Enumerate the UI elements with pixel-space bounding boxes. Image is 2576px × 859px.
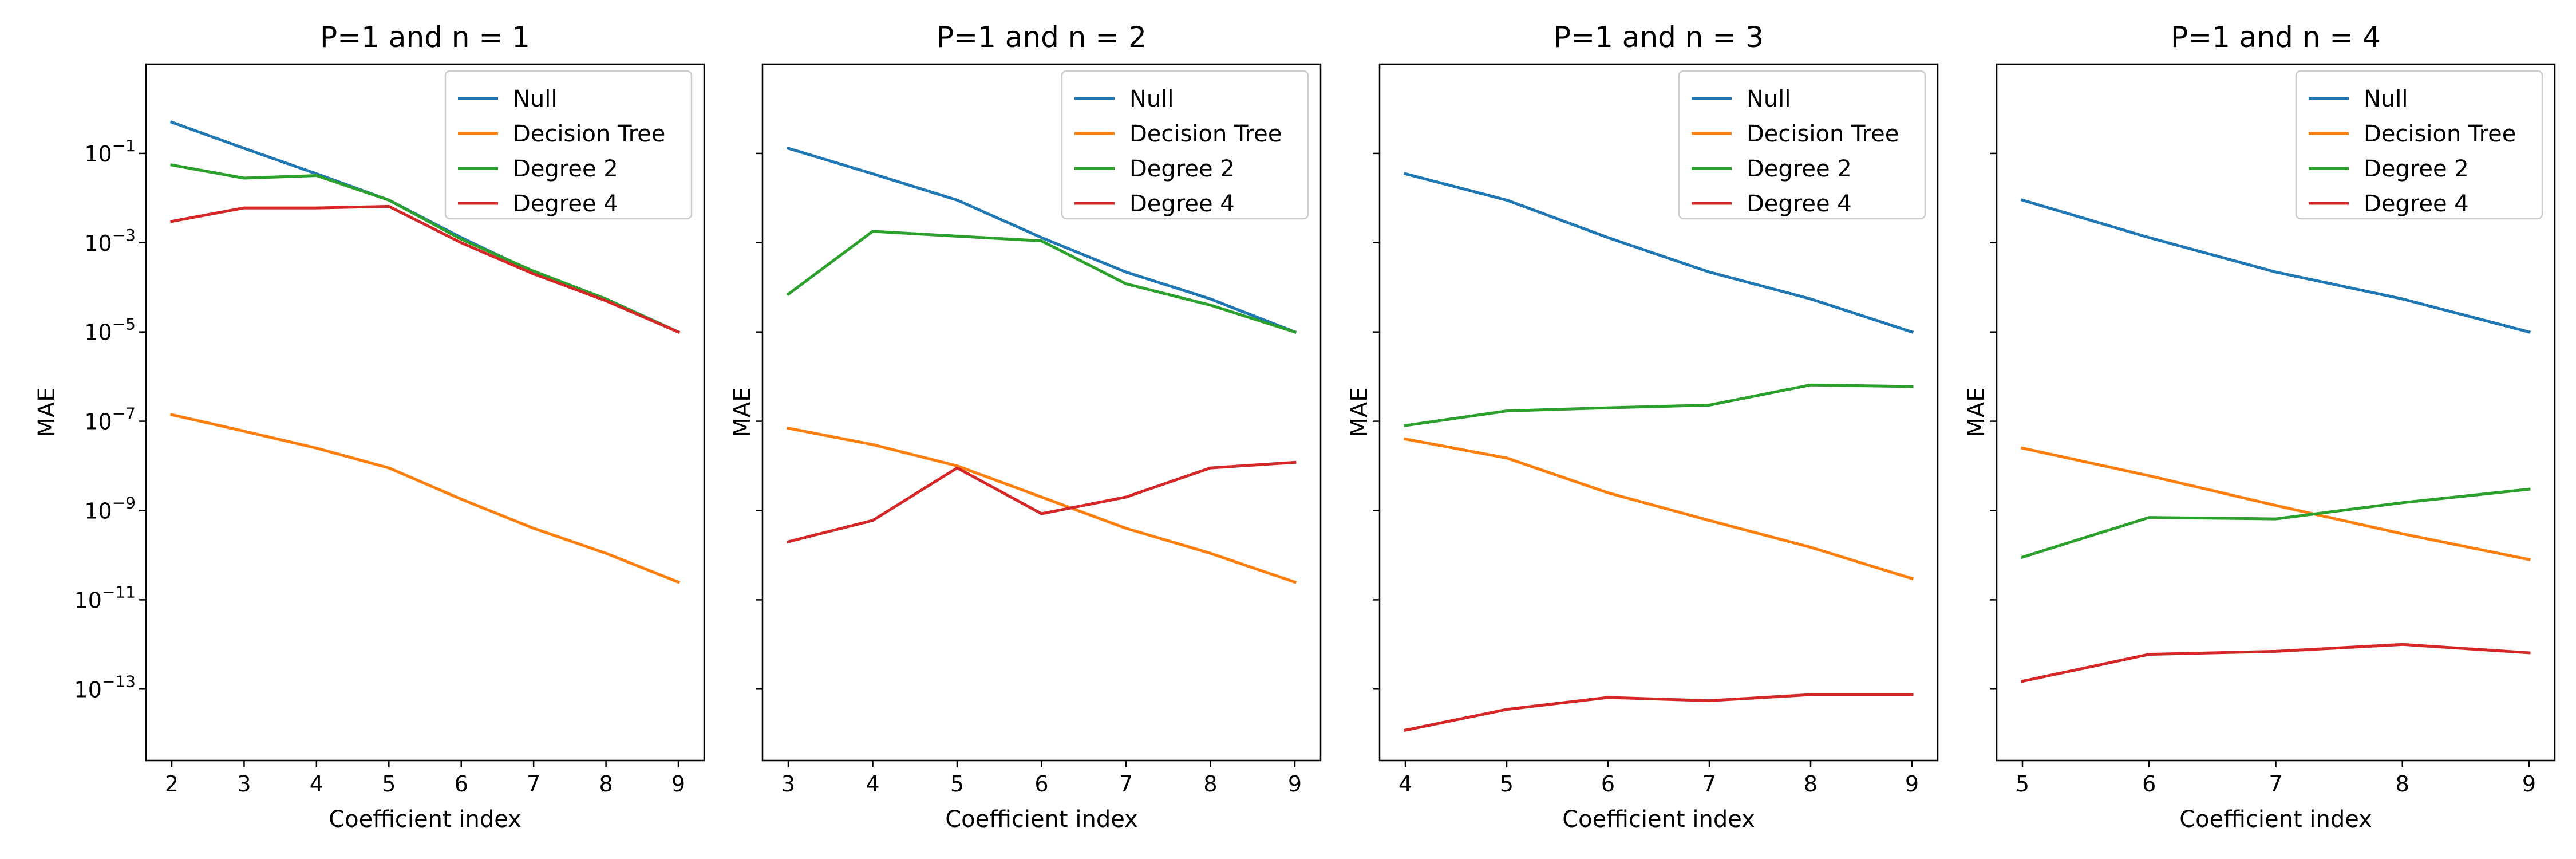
x-axis-label-4: Coefficient index xyxy=(2179,806,2372,833)
legend-label-2-3: Degree 4 xyxy=(1129,191,1235,217)
series-line-3-null xyxy=(1403,172,1914,334)
x-tick-label-1-4: 4 xyxy=(310,771,323,797)
series-line-4-degree-4 xyxy=(2021,643,2531,683)
legend-label-3-0: Null xyxy=(1747,86,1791,112)
series-line-2-degree-4 xyxy=(786,460,1297,544)
legend-label-4-1: Decision Tree xyxy=(2364,121,2516,147)
legend-box-2 xyxy=(1061,70,1309,220)
x-axis-label-3: Coefficient index xyxy=(1562,806,1755,833)
series-line-1-decision-tree xyxy=(170,413,681,584)
x-tick-label-2-3: 3 xyxy=(781,771,795,797)
panel-title-3: P=1 and n = 3 xyxy=(1554,21,1764,54)
series-line-1-degree-4 xyxy=(170,204,681,334)
y-axis-label-4: MAE xyxy=(1963,387,1990,437)
x-tick-label-3-7: 7 xyxy=(1702,771,1716,797)
y-tick-label--5: 10−5 xyxy=(84,315,136,345)
y-tick-label--1: 10−1 xyxy=(84,136,136,167)
legend-label-3-3: Degree 4 xyxy=(1747,191,1852,217)
x-tick-label-3-4: 4 xyxy=(1398,771,1412,797)
x-tick-label-4-9: 9 xyxy=(2522,771,2536,797)
legend-label-4-3: Degree 4 xyxy=(2364,191,2469,217)
x-tick-label-1-5: 5 xyxy=(382,771,396,797)
y-tick-label--9: 10−9 xyxy=(84,493,136,523)
x-tick-label-2-4: 4 xyxy=(866,771,879,797)
x-tick-label-4-7: 7 xyxy=(2269,771,2282,797)
x-tick-label-3-6: 6 xyxy=(1601,771,1615,797)
x-tick-label-2-8: 8 xyxy=(1203,771,1217,797)
series-line-2-degree-2 xyxy=(786,230,1297,334)
series-line-2-null xyxy=(786,146,1297,334)
x-tick-label-4-8: 8 xyxy=(2396,771,2409,797)
x-tick-label-1-3: 3 xyxy=(237,771,251,797)
x-tick-label-2-9: 9 xyxy=(1288,771,1302,797)
axes-frame-1 xyxy=(145,63,705,762)
legend-box-3 xyxy=(1678,70,1926,220)
series-line-4-degree-2 xyxy=(2020,487,2531,559)
x-tick-label-1-9: 9 xyxy=(671,771,685,797)
x-tick-label-4-6: 6 xyxy=(2142,771,2156,797)
panel-title-1: P=1 and n = 1 xyxy=(320,21,530,54)
series-line-2-decision-tree xyxy=(787,426,1297,584)
y-tick-label--11: 10−11 xyxy=(74,582,136,613)
legend-label-4-0: Null xyxy=(2364,86,2408,112)
y-axis-label-3: MAE xyxy=(1346,387,1373,437)
legend-label-1-1: Decision Tree xyxy=(513,121,665,147)
series-line-4-null xyxy=(2020,198,2531,334)
y-axis-label-2: MAE xyxy=(729,387,756,437)
x-tick-label-2-6: 6 xyxy=(1034,771,1048,797)
x-axis-label-2: Coefficient index xyxy=(945,806,1138,833)
legend-label-1-0: Null xyxy=(513,86,558,112)
x-tick-label-1-7: 7 xyxy=(527,771,540,797)
x-tick-label-1-6: 6 xyxy=(455,771,468,797)
x-tick-label-2-7: 7 xyxy=(1119,771,1133,797)
axes-frame-3 xyxy=(1378,63,1939,762)
y-axis-label-1: MAE xyxy=(34,387,60,437)
y-tick-label--3: 10−3 xyxy=(84,226,136,256)
x-tick-label-3-8: 8 xyxy=(1804,771,1818,797)
panel-title-2: P=1 and n = 2 xyxy=(937,21,1147,54)
series-line-3-decision-tree xyxy=(1404,437,1914,581)
legend-box-1 xyxy=(444,70,693,220)
x-tick-label-1-2: 2 xyxy=(165,771,179,797)
x-tick-label-3-9: 9 xyxy=(1905,771,1919,797)
y-tick-label--13: 10−13 xyxy=(74,672,136,702)
legend-label-1-2: Degree 2 xyxy=(513,156,618,182)
x-tick-label-2-5: 5 xyxy=(950,771,964,797)
y-tick-label--7: 10−7 xyxy=(84,404,136,435)
legend-label-2-2: Degree 2 xyxy=(1129,156,1235,182)
x-axis-label-1: Coefficient index xyxy=(329,806,521,833)
panel-title-4: P=1 and n = 4 xyxy=(2171,21,2381,54)
legend-label-1-3: Degree 4 xyxy=(513,191,618,217)
legend-label-3-1: Decision Tree xyxy=(1747,121,1899,147)
x-tick-label-4-5: 5 xyxy=(2016,771,2029,797)
series-line-1-degree-2 xyxy=(170,163,681,334)
legend-label-4-2: Degree 2 xyxy=(2364,156,2469,182)
legend-label-2-0: Null xyxy=(1129,86,1174,112)
legend-label-2-1: Decision Tree xyxy=(1129,121,1282,147)
legend-box-4 xyxy=(2295,70,2543,220)
x-tick-label-3-5: 5 xyxy=(1500,771,1514,797)
legend-label-3-2: Degree 2 xyxy=(1747,156,1852,182)
series-line-3-degree-4 xyxy=(1404,693,1914,732)
series-line-4-decision-tree xyxy=(2021,446,2531,561)
series-line-3-degree-2 xyxy=(1404,383,1914,427)
x-tick-label-1-8: 8 xyxy=(599,771,613,797)
